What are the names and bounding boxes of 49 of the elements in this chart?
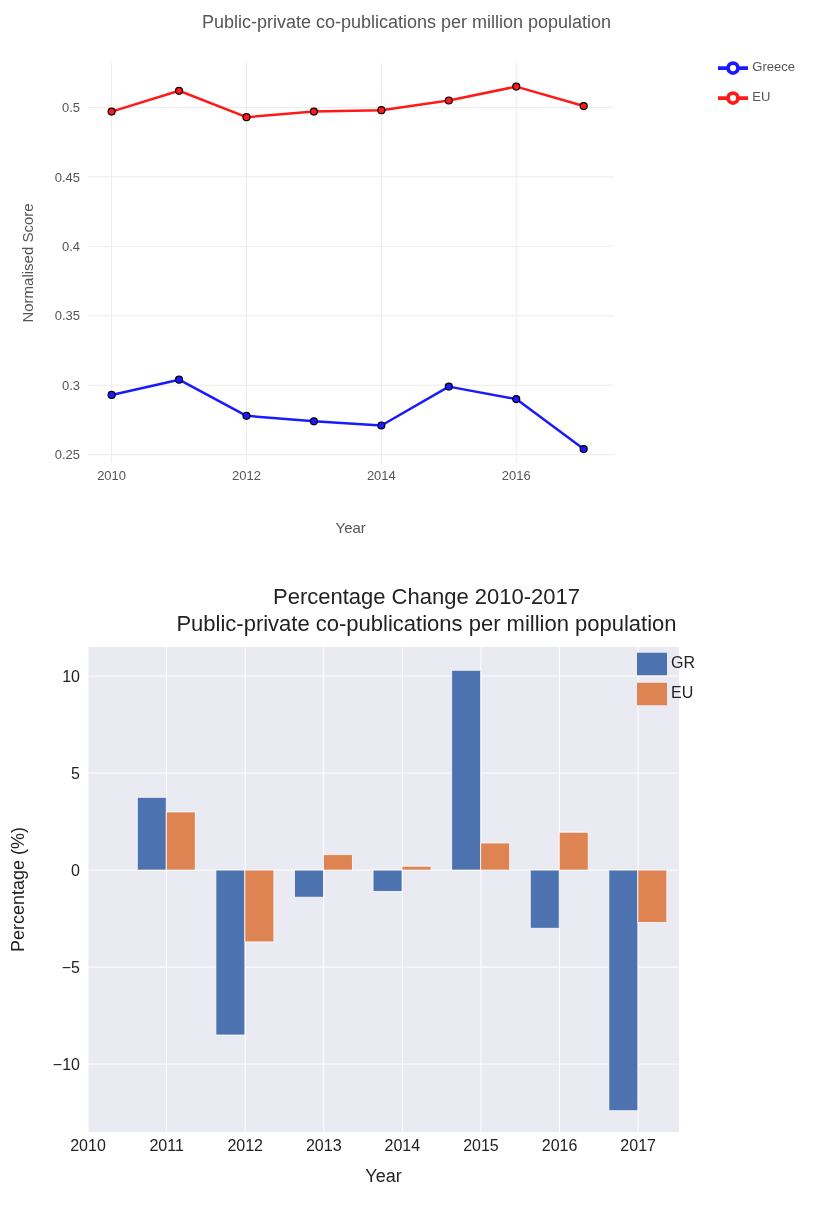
- point: [174, 375, 184, 384]
- y-tick-label: 0.3: [61, 377, 80, 393]
- x-tick-label: 2011: [149, 1137, 184, 1155]
- y-tick-label: 0.45: [54, 169, 80, 185]
- x-tick-label: 2014: [384, 1137, 421, 1155]
- y-tick-label: 0.5: [61, 100, 80, 116]
- legend-label: Greece: [752, 59, 795, 75]
- point: [579, 445, 588, 454]
- point: [512, 395, 521, 404]
- point: [512, 82, 521, 91]
- point: [444, 96, 453, 105]
- legend-label: EU: [671, 684, 694, 702]
- y-tick-label: 0.25: [54, 447, 80, 463]
- chart-title: Percentage Change 2010-2017 Public-private co-publications per million population: [175, 583, 678, 637]
- point: [242, 411, 251, 420]
- y-tick-label: 0.35: [54, 308, 80, 324]
- x-tick-label: 2010: [70, 1137, 106, 1155]
- legend-label: GR: [671, 654, 695, 672]
- x-tick-label: 2015: [463, 1137, 499, 1155]
- y-tick-label: −5: [61, 958, 81, 976]
- legend-label: EU: [752, 89, 771, 105]
- point: [309, 417, 319, 426]
- y-axis-title: Normalised Score: [19, 203, 37, 323]
- x-axis-title: Year: [335, 519, 366, 536]
- point: [444, 382, 453, 391]
- y-tick-label: −10: [52, 1055, 81, 1073]
- y-tick-label: 10: [62, 667, 81, 685]
- point: [174, 86, 184, 95]
- point: [107, 107, 116, 116]
- point: [377, 106, 386, 115]
- chart-title: Public-private co-publications per million population: [200, 11, 613, 33]
- x-tick-label: 2016: [501, 468, 531, 484]
- x-tick-label: 2010: [97, 468, 127, 484]
- x-tick-label: 2013: [305, 1137, 342, 1155]
- x-tick-label: 2016: [541, 1137, 578, 1155]
- y-tick-label: 0.4: [61, 238, 80, 254]
- x-axis-title: Year: [365, 1166, 402, 1186]
- point: [579, 101, 588, 111]
- x-tick-label: 2014: [366, 468, 396, 484]
- point: [309, 107, 319, 116]
- x-tick-label: 2017: [620, 1137, 657, 1155]
- point: [377, 421, 386, 430]
- y-tick-label: 0: [71, 861, 81, 879]
- x-tick-label: 2012: [232, 468, 261, 484]
- x-tick-label: 2012: [227, 1137, 264, 1155]
- point: [107, 390, 116, 400]
- y-tick-label: 5: [71, 764, 81, 782]
- point: [242, 113, 251, 122]
- y-axis-title: Percentage (%): [8, 826, 29, 953]
